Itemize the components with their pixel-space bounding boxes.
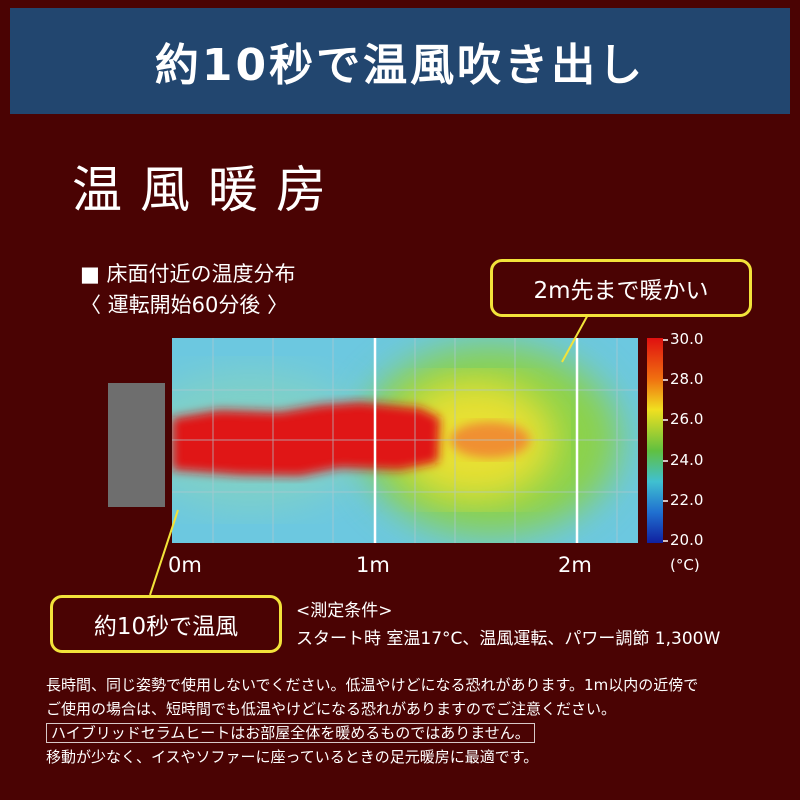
subtitle-line1: ■ 床面付近の温度分布 [80, 262, 296, 286]
callout-text: 2m先まで暖かい [533, 278, 709, 304]
colorbar [647, 338, 663, 543]
colorbar-label: 24.0 [670, 451, 704, 469]
callout-2m-warm: 2m先まで暖かい [490, 259, 752, 317]
colorbar-label: 22.0 [670, 491, 704, 509]
colorbar-unit: (°C) [670, 556, 700, 574]
callout-text: 約10秒で温風 [93, 614, 239, 640]
note-line1: 長時間、同じ姿勢で使用しないでください。低温やけどになる恐れがあります。1m以内… [46, 676, 699, 694]
heater-device [108, 383, 165, 507]
colorbar-label: 30.0 [670, 330, 704, 348]
x-tick-1m: 1m [356, 553, 390, 577]
headline: 約10秒で温風吹き出し [154, 40, 646, 91]
callout-pointer-bottom [149, 509, 179, 596]
conditions-heading: <測定条件> [296, 601, 393, 621]
x-tick-2m: 2m [558, 553, 592, 577]
header: 約10秒で温風吹き出し [0, 0, 800, 122]
headline-banner: 約10秒で温風吹き出し [10, 8, 790, 114]
colorbar-label: 28.0 [670, 370, 704, 388]
callout-pointer-top [561, 310, 591, 363]
conditions-text: スタート時 室温17°C、温風運転、パワー調節 1,300W [296, 629, 721, 649]
note-line2: ご使用の場合は、短時間でも低温やけどになる恐れがありますのでご注意ください。 [46, 700, 617, 718]
note-line3-boxed: ハイブリッドセラムヒートはお部屋全体を暖めるものではありません。 [46, 723, 535, 743]
page-title: 温風暖房 [72, 161, 344, 219]
callout-10s-warm-air: 約10秒で温風 [50, 595, 282, 653]
x-tick-0m: 0m [168, 553, 202, 577]
note-line4: 移動が少なく、イスやソファーに座っているときの足元暖房に最適です。 [46, 748, 539, 766]
heatmap-field [172, 338, 638, 543]
colorbar-label: 26.0 [670, 410, 704, 428]
colorbar-label: 20.0 [670, 531, 704, 549]
subtitle-line2: 〈 運転開始60分後 〉 [80, 293, 289, 317]
